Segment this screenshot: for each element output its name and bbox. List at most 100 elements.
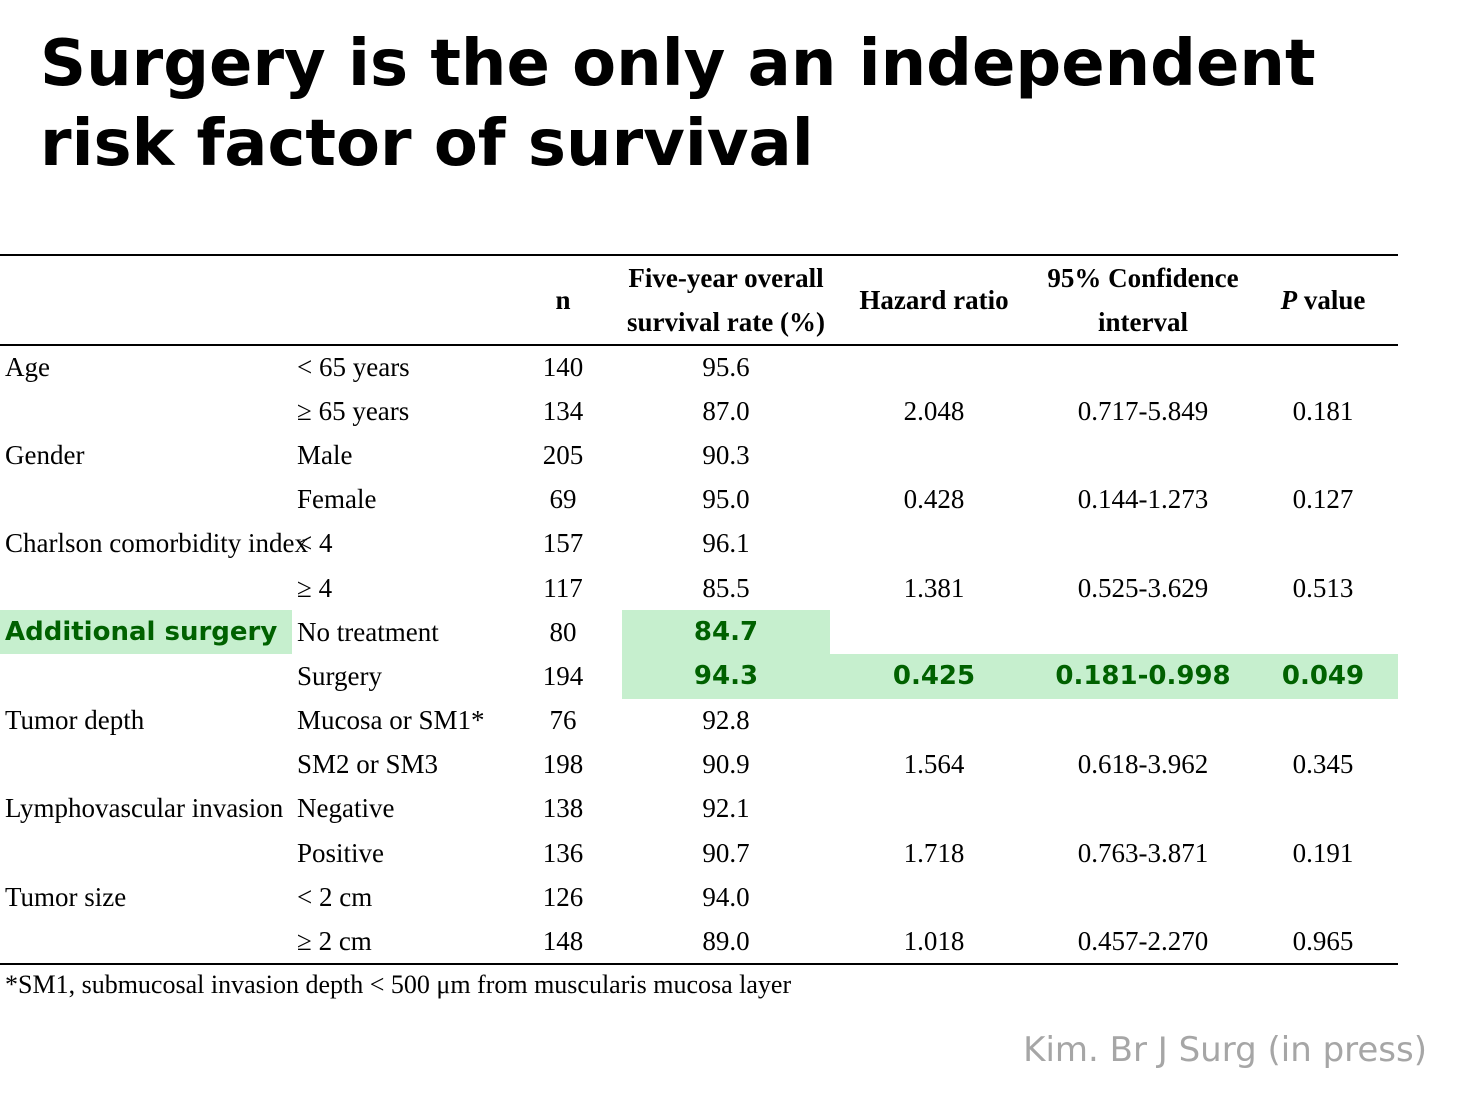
cell-confidence-interval: 0.618-3.962 <box>1077 749 1209 780</box>
cell-confidence-interval: 0.457-2.270 <box>1038 919 1248 965</box>
cell-category: < 4 <box>297 528 333 559</box>
footnote: *SM1, submucosal invasion depth < 500 μm… <box>5 970 792 999</box>
table-row: Surgery 194 94.3 0.425 0.181-0.998 0.049 <box>0 654 1398 699</box>
table-row: Lymphovascular invasion Negative 138 92.1 <box>0 787 1398 831</box>
header-category <box>292 254 504 346</box>
table-row: ≥ 65 years 134 87.0 2.048 0.717-5.849 0.181 <box>0 389 1398 433</box>
cell-group <box>0 831 292 875</box>
cell-confidence-interval <box>1038 345 1248 389</box>
cell-n: 140 <box>542 352 584 383</box>
cell-category: ≥ 4 <box>297 572 333 603</box>
cell-confidence-interval: 0.717-5.849 <box>1077 395 1209 426</box>
table-row: Positive 136 90.7 1.718 0.763-3.871 0.191 <box>0 831 1398 875</box>
cell-group: Charlson comorbidity index <box>5 528 308 559</box>
cell-confidence-interval <box>1038 610 1248 654</box>
cell-category: No treatment <box>297 616 439 647</box>
cell-p-value: 0.345 <box>1292 749 1354 780</box>
table-body: Age < 65 years 140 95.6 ≥ 65 years 134 87.0 2.0… <box>0 345 1398 965</box>
table-row: Tumor depth Mucosa or SM1* 76 92.8 <box>0 699 1398 743</box>
cell-hazard-ratio: 2.048 <box>903 395 965 426</box>
cell-hazard-ratio: 1.018 <box>830 919 1038 965</box>
cell-confidence-interval <box>1038 875 1248 919</box>
cell-confidence-interval: 0.763-3.871 <box>1077 837 1209 868</box>
cell-group <box>0 654 292 698</box>
header-survival-line2: survival rate (%) <box>627 307 825 337</box>
cell-hazard-ratio <box>830 345 1038 389</box>
cell-group <box>0 743 292 787</box>
cell-confidence-interval: 0.144-1.273 <box>1077 484 1209 515</box>
cell-n: 80 <box>549 616 577 647</box>
cell-n: 138 <box>542 793 584 824</box>
table-row: Charlson comorbidity index < 4 157 96.1 <box>0 522 1398 566</box>
header-p-italic: P <box>1280 285 1298 315</box>
cell-category: Negative <box>297 793 395 824</box>
cell-p-value: 0.513 <box>1292 572 1354 603</box>
table-row: SM2 or SM3 198 90.9 1.564 0.618-3.962 0.345 <box>0 743 1398 787</box>
cell-survival: 95.6 <box>702 352 750 383</box>
cell-hazard-ratio: 1.564 <box>903 749 965 780</box>
table-row: Gender Male 205 90.3 <box>0 433 1398 477</box>
cell-survival: 96.1 <box>702 528 750 559</box>
cell-confidence-interval <box>1038 433 1248 477</box>
cell-n: 126 <box>542 881 584 912</box>
cell-hazard-ratio <box>830 610 1038 654</box>
cox-regression-table: n Five-year overall survival rate (%) Ha… <box>0 254 1398 965</box>
cell-group: Gender <box>5 439 85 470</box>
cell-n: 194 <box>542 660 584 691</box>
cell-category: < 65 years <box>297 352 410 383</box>
cell-p-value: 0.049 <box>1248 654 1398 699</box>
header-ci-line1: 95% Confidence <box>1047 263 1239 293</box>
cell-survival: 92.8 <box>702 705 750 736</box>
cell-category: ≥ 2 cm <box>292 919 504 965</box>
header-group <box>0 254 292 346</box>
cell-survival: 94.3 <box>622 654 830 699</box>
header-ci-line2: interval <box>1098 307 1188 337</box>
slide-title: Surgery is the only an independent risk … <box>40 27 1316 181</box>
cell-survival: 92.1 <box>702 793 750 824</box>
cell-category: Male <box>297 439 353 470</box>
cell-group: Tumor size <box>5 881 127 912</box>
cell-confidence-interval: 0.525-3.629 <box>1077 572 1209 603</box>
cell-category: < 2 cm <box>297 881 373 912</box>
cell-survival: 89.0 <box>622 919 830 965</box>
table-row: Tumor size < 2 cm 126 94.0 <box>0 875 1398 919</box>
cell-survival: 90.9 <box>702 749 750 780</box>
cell-survival: 87.0 <box>702 395 750 426</box>
table-header-row: n Five-year overall survival rate (%) Ha… <box>0 254 1398 346</box>
cell-n: 76 <box>549 705 577 736</box>
cell-n: 205 <box>542 439 584 470</box>
cell-group: Lymphovascular invasion <box>5 793 284 824</box>
cell-group: Age <box>5 352 50 383</box>
cell-n: 136 <box>542 837 584 868</box>
table-row: ≥ 4 117 85.5 1.381 0.525-3.629 0.513 <box>0 566 1398 610</box>
cell-n: 198 <box>542 749 584 780</box>
cell-hazard-ratio <box>830 699 1038 743</box>
cell-p-value <box>1248 610 1398 654</box>
cell-n: 117 <box>543 572 583 603</box>
cell-survival: 84.7 <box>622 610 830 655</box>
cell-hazard-ratio <box>830 433 1038 477</box>
cell-n: 69 <box>549 484 577 515</box>
table-row: Female 69 95.0 0.428 0.144-1.273 0.127 <box>0 478 1398 522</box>
header-hazard-ratio: Hazard ratio <box>830 254 1038 346</box>
cell-confidence-interval <box>1038 522 1248 566</box>
cell-p-value <box>1248 787 1398 831</box>
table-row: ≥ 2 cm 148 89.0 1.018 0.457-2.270 0.965 <box>0 919 1398 965</box>
table-row: Additional surgery No treatment 80 84.7 <box>0 610 1398 655</box>
cell-hazard-ratio <box>830 787 1038 831</box>
cell-group: Tumor depth <box>5 705 145 736</box>
cell-p-value: 0.127 <box>1292 484 1354 515</box>
cell-p-value: 0.181 <box>1292 395 1354 426</box>
cell-p-value: 0.191 <box>1292 837 1354 868</box>
cell-category: ≥ 65 years <box>297 395 410 426</box>
cell-hazard-ratio <box>830 522 1038 566</box>
cell-n: 148 <box>504 919 622 965</box>
cell-survival: 94.0 <box>702 881 750 912</box>
cell-p-value <box>1248 522 1398 566</box>
citation: Kim. Br J Surg (in press) <box>1023 1030 1427 1070</box>
cell-confidence-interval <box>1038 787 1248 831</box>
header-p-value: P value <box>1248 254 1398 346</box>
cell-category: Female <box>297 484 377 515</box>
cell-n: 157 <box>542 528 584 559</box>
cell-p-value <box>1248 875 1398 919</box>
